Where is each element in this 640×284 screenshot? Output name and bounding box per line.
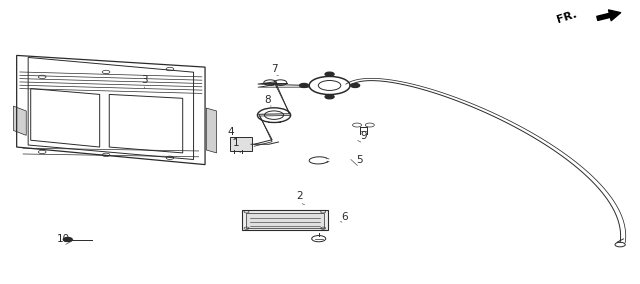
Text: 2: 2	[296, 191, 303, 201]
Circle shape	[300, 83, 308, 87]
Polygon shape	[206, 108, 216, 153]
FancyArrowPatch shape	[597, 10, 621, 21]
Text: 1: 1	[232, 138, 239, 149]
Text: 4: 4	[227, 127, 234, 137]
FancyBboxPatch shape	[242, 210, 328, 230]
Polygon shape	[13, 106, 26, 135]
Circle shape	[351, 83, 360, 87]
Circle shape	[325, 72, 334, 76]
Text: 5: 5	[356, 155, 363, 165]
Circle shape	[325, 95, 334, 99]
FancyBboxPatch shape	[246, 213, 324, 228]
Circle shape	[63, 237, 72, 241]
Text: 9: 9	[360, 131, 367, 141]
Text: 6: 6	[341, 212, 348, 222]
Text: FR.: FR.	[556, 9, 578, 25]
Text: 8: 8	[264, 95, 271, 105]
FancyBboxPatch shape	[230, 137, 252, 151]
Text: 10: 10	[57, 234, 70, 244]
Text: 7: 7	[271, 64, 277, 74]
Text: 3: 3	[141, 75, 148, 85]
